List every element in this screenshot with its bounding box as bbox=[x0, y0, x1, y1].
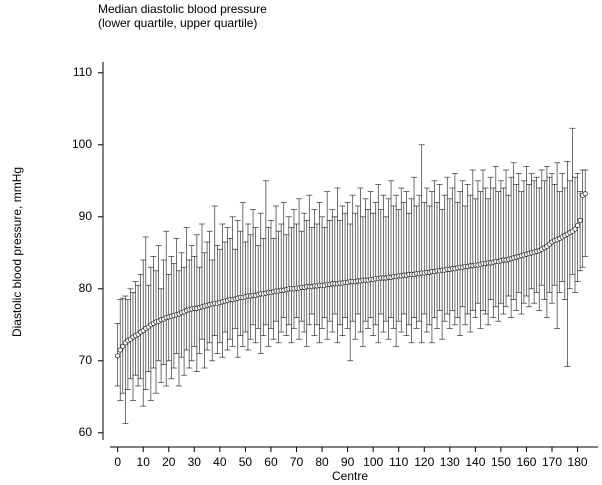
x-tick-label: 10 bbox=[137, 455, 151, 469]
chart-title: Median diastolic blood pressure bbox=[98, 2, 267, 16]
x-tick-label: 50 bbox=[239, 455, 253, 469]
y-tick-label: 60 bbox=[79, 425, 93, 439]
x-tick-label: 110 bbox=[389, 455, 408, 469]
median-point bbox=[582, 191, 588, 197]
median-point bbox=[572, 226, 578, 232]
x-tick-label: 170 bbox=[542, 455, 562, 469]
y-tick-label: 100 bbox=[72, 137, 92, 151]
x-tick-label: 40 bbox=[213, 455, 227, 469]
y-axis-label: Diastolic blood pressure, mmHg bbox=[10, 167, 24, 337]
x-tick-label: 70 bbox=[290, 455, 304, 469]
x-tick-label: 160 bbox=[516, 455, 536, 469]
x-tick-label: 120 bbox=[414, 455, 434, 469]
y-tick-label: 90 bbox=[79, 209, 93, 223]
y-tick-label: 80 bbox=[79, 281, 93, 295]
median-point bbox=[115, 353, 121, 359]
y-tick-label: 110 bbox=[73, 65, 92, 79]
x-tick-label: 180 bbox=[568, 455, 588, 469]
chart-subtitle: (lower quartile, upper quartile) bbox=[98, 16, 257, 30]
x-tick-label: 30 bbox=[188, 455, 202, 469]
y-tick-label: 70 bbox=[79, 353, 93, 367]
x-tick-label: 140 bbox=[465, 455, 485, 469]
x-axis-label: Centre bbox=[332, 469, 368, 483]
x-tick-label: 130 bbox=[440, 455, 460, 469]
median-point bbox=[577, 217, 583, 223]
x-tick-label: 80 bbox=[315, 455, 329, 469]
median-point bbox=[117, 347, 123, 353]
x-tick-label: 0 bbox=[114, 455, 121, 469]
x-tick-label: 90 bbox=[341, 455, 355, 469]
x-tick-label: 60 bbox=[264, 455, 278, 469]
median-point bbox=[574, 222, 581, 229]
x-tick-label: 20 bbox=[162, 455, 176, 469]
x-tick-label: 100 bbox=[363, 455, 383, 469]
x-tick-label: 150 bbox=[491, 455, 511, 469]
median-point bbox=[120, 343, 126, 349]
